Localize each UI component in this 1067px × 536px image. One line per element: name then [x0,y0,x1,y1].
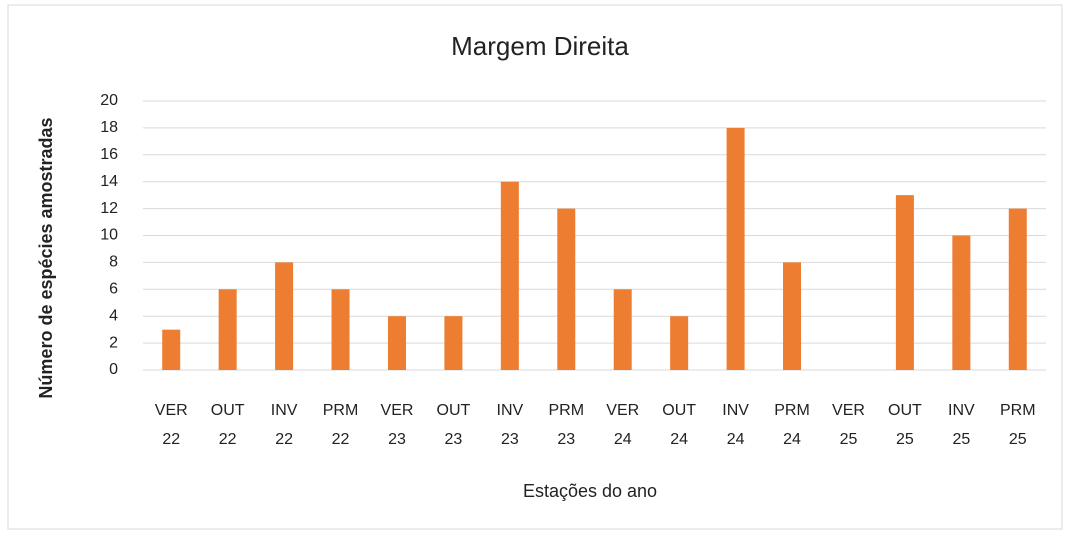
x-tick-label: OUT 24 [662,402,696,448]
bar [952,235,971,370]
bar [557,208,576,370]
x-tick-label: VER 22 [155,402,188,448]
x-tick-label: PRM 22 [323,402,359,448]
bar [500,181,519,370]
y-tick-label: 4 [109,307,118,324]
y-tick-label: 8 [109,254,118,271]
x-tick-label: INV 24 [722,402,749,448]
y-tick-label: 12 [100,200,118,217]
chart-border [7,4,1063,530]
x-tick-label: OUT 25 [888,402,922,448]
bar [275,262,294,370]
y-tick-label: 20 [100,92,118,109]
bar [387,316,406,370]
y-tick-label: 10 [100,227,118,244]
bar [783,262,802,370]
y-tick-label: 16 [100,146,118,163]
x-tick-label: PRM 25 [1000,402,1036,448]
bar [726,127,745,371]
y-tick-label: 6 [109,281,118,298]
y-axis-label: Número de espécies amostradas [36,117,56,398]
x-tick-label: OUT 22 [211,402,245,448]
x-tick-label: INV 25 [948,402,975,448]
x-tick-label: INV 22 [271,402,298,448]
bar [331,289,350,370]
x-tick-label: PRM 24 [774,402,810,448]
bar [162,329,181,370]
y-tick-label: 2 [109,334,118,351]
bar [895,195,914,370]
bar [218,289,237,370]
x-tick-label: VER 24 [606,402,639,448]
y-tick-label: 14 [100,173,118,190]
x-tick-label: OUT 23 [437,402,471,448]
bar [670,316,689,370]
y-tick-label: 0 [109,361,118,378]
chart-title: Margem Direita [451,31,629,61]
x-axis-label: Estações do ano [523,481,657,501]
bar [1008,208,1027,370]
x-tick-label: INV 23 [497,402,524,448]
x-tick-label: VER 23 [381,402,414,448]
x-tick-label: VER 25 [832,402,865,448]
bar [444,316,463,370]
bar [613,289,632,370]
y-tick-label: 18 [100,119,118,136]
x-tick-label: PRM 23 [549,402,585,448]
